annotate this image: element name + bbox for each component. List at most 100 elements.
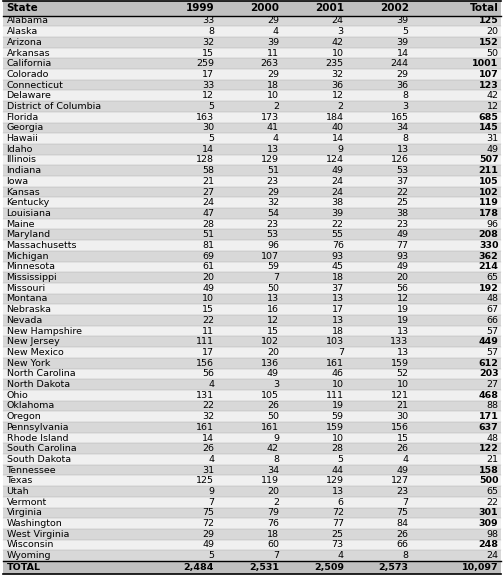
- Text: Oregon: Oregon: [7, 412, 41, 421]
- Text: 15: 15: [267, 327, 279, 336]
- Text: 129: 129: [261, 155, 279, 164]
- Text: 211: 211: [479, 166, 498, 175]
- Bar: [3, 294, 501, 304]
- Text: 136: 136: [261, 359, 279, 367]
- Bar: [3, 69, 501, 80]
- Text: 468: 468: [478, 391, 498, 400]
- Text: 8: 8: [403, 551, 409, 560]
- Text: Mississippi: Mississippi: [7, 273, 57, 282]
- Text: 33: 33: [202, 81, 214, 90]
- Text: 56: 56: [202, 369, 214, 378]
- Text: Virginia: Virginia: [7, 508, 42, 518]
- Text: 26: 26: [397, 444, 409, 453]
- Text: 362: 362: [479, 252, 498, 260]
- Text: 20: 20: [397, 273, 409, 282]
- Bar: [3, 432, 501, 443]
- Text: 53: 53: [397, 166, 409, 175]
- Text: 41: 41: [267, 124, 279, 132]
- Bar: [3, 112, 501, 122]
- Text: 22: 22: [202, 401, 214, 411]
- Text: 32: 32: [202, 412, 214, 421]
- Text: 16: 16: [267, 305, 279, 314]
- Text: 131: 131: [196, 391, 214, 400]
- Text: 107: 107: [479, 70, 498, 79]
- Text: 66: 66: [397, 540, 409, 550]
- Text: 6: 6: [338, 498, 344, 507]
- Text: 12: 12: [486, 102, 498, 111]
- Text: Hawaii: Hawaii: [7, 134, 38, 143]
- Text: 7: 7: [403, 498, 409, 507]
- Bar: [3, 325, 501, 336]
- Text: 52: 52: [397, 369, 409, 378]
- Text: Florida: Florida: [7, 113, 39, 122]
- Text: 42: 42: [486, 91, 498, 100]
- Text: 42: 42: [332, 38, 344, 47]
- Bar: [3, 59, 501, 69]
- Text: 9: 9: [273, 434, 279, 443]
- Text: 75: 75: [202, 508, 214, 518]
- Text: 38: 38: [397, 209, 409, 218]
- Text: 10,097: 10,097: [462, 563, 498, 572]
- Bar: [3, 80, 501, 90]
- Text: 2001: 2001: [315, 3, 344, 13]
- Text: 58: 58: [202, 166, 214, 175]
- Bar: [3, 37, 501, 48]
- Text: 29: 29: [202, 530, 214, 539]
- Bar: [3, 561, 501, 574]
- Text: 133: 133: [391, 338, 409, 346]
- Text: 20: 20: [486, 27, 498, 36]
- Text: Pennsylvania: Pennsylvania: [7, 423, 69, 432]
- Text: 69: 69: [202, 252, 214, 260]
- Text: 121: 121: [391, 391, 409, 400]
- Text: Maine: Maine: [7, 220, 35, 229]
- Text: 8: 8: [403, 91, 409, 100]
- Text: 21: 21: [202, 177, 214, 186]
- Text: 165: 165: [391, 113, 409, 122]
- Text: 685: 685: [479, 113, 498, 122]
- Text: 93: 93: [397, 252, 409, 260]
- Text: 20: 20: [267, 348, 279, 357]
- Text: 8: 8: [273, 455, 279, 464]
- Text: 4: 4: [338, 551, 344, 560]
- Text: 7: 7: [208, 498, 214, 507]
- Text: 38: 38: [332, 198, 344, 207]
- Text: 244: 244: [391, 59, 409, 68]
- Text: 637: 637: [479, 423, 498, 432]
- Text: 171: 171: [479, 412, 498, 421]
- Text: 18: 18: [267, 530, 279, 539]
- Text: West Virginia: West Virginia: [7, 530, 69, 539]
- Text: Nevada: Nevada: [7, 316, 43, 325]
- Bar: [3, 443, 501, 454]
- Text: New Hampshire: New Hampshire: [7, 327, 82, 336]
- Text: 159: 159: [391, 359, 409, 367]
- Text: 32: 32: [332, 70, 344, 79]
- Text: Alabama: Alabama: [7, 17, 48, 25]
- Text: 3: 3: [403, 102, 409, 111]
- Text: 2,509: 2,509: [314, 563, 344, 572]
- Text: 45: 45: [332, 262, 344, 271]
- Text: 161: 161: [261, 423, 279, 432]
- Text: 14: 14: [332, 134, 344, 143]
- Text: 59: 59: [267, 262, 279, 271]
- Text: Texas: Texas: [7, 476, 33, 485]
- Text: 61: 61: [202, 262, 214, 271]
- Text: 30: 30: [397, 412, 409, 421]
- Text: Colorado: Colorado: [7, 70, 49, 79]
- Text: 72: 72: [202, 519, 214, 528]
- Text: 44: 44: [332, 466, 344, 474]
- Text: Oklahoma: Oklahoma: [7, 401, 55, 411]
- Text: Idaho: Idaho: [7, 145, 33, 154]
- Text: 55: 55: [332, 231, 344, 239]
- Text: 50: 50: [267, 412, 279, 421]
- Text: 49: 49: [202, 284, 214, 293]
- Text: 9: 9: [338, 145, 344, 154]
- Text: 33: 33: [202, 17, 214, 25]
- Text: 57: 57: [486, 348, 498, 357]
- Text: North Dakota: North Dakota: [7, 380, 70, 389]
- Text: Nebraska: Nebraska: [7, 305, 51, 314]
- Bar: [3, 401, 501, 411]
- Text: 65: 65: [486, 273, 498, 282]
- Text: 39: 39: [397, 17, 409, 25]
- Text: 105: 105: [479, 177, 498, 186]
- Text: 39: 39: [267, 38, 279, 47]
